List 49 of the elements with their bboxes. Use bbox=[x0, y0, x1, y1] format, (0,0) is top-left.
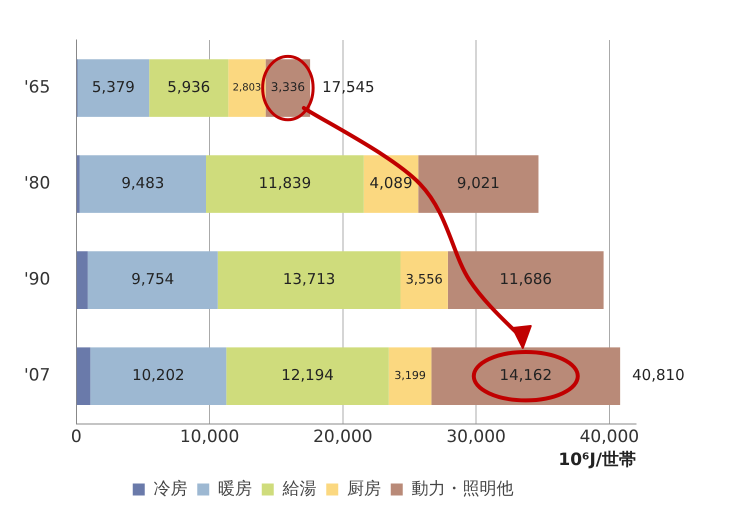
bar bbox=[149, 59, 228, 117]
data-label: 5,936 bbox=[167, 78, 210, 96]
data-label: 9,483 bbox=[121, 174, 164, 192]
data-label: 2,803 bbox=[232, 82, 262, 94]
data-label: 3,556 bbox=[406, 272, 443, 288]
total-label: 17,545 bbox=[322, 78, 375, 96]
data-label: 11,686 bbox=[499, 270, 552, 288]
data-label: 4,089 bbox=[370, 174, 412, 192]
legend-label: 動力・照明他 bbox=[411, 479, 514, 498]
bar bbox=[206, 155, 364, 213]
x-tick-label: 40,000 bbox=[580, 426, 640, 447]
data-label: 5,379 bbox=[92, 78, 135, 96]
legend-label: 給湯 bbox=[281, 479, 316, 498]
y-tick-label: '80 bbox=[24, 173, 50, 194]
data-label: 9,021 bbox=[456, 174, 500, 192]
x-tick-label: 20,000 bbox=[313, 426, 373, 447]
data-label: 11,839 bbox=[258, 174, 312, 192]
data-label: 12,194 bbox=[281, 366, 334, 384]
y-tick-label: '65 bbox=[24, 77, 50, 98]
x-tick-label: 0 bbox=[70, 426, 82, 447]
bar bbox=[88, 251, 218, 309]
legend-label: 厨房 bbox=[346, 479, 381, 498]
x-tick-label: 10,000 bbox=[180, 426, 240, 447]
data-label: 14,162 bbox=[500, 366, 552, 384]
bar bbox=[80, 155, 206, 213]
y-tick-label: '90 bbox=[24, 270, 50, 290]
y-tick-label: '07 bbox=[24, 366, 50, 386]
bar bbox=[90, 347, 226, 405]
bar bbox=[218, 251, 400, 309]
bar bbox=[226, 347, 389, 405]
legend-label: 暖房 bbox=[218, 479, 252, 498]
data-label: 10,202 bbox=[132, 366, 185, 384]
bar bbox=[228, 59, 266, 117]
x-axis-title: 10⁶J/世帯 bbox=[558, 450, 636, 470]
bar bbox=[78, 59, 150, 117]
legend-label: 冷房 bbox=[153, 479, 188, 498]
data-label: 13,713 bbox=[282, 270, 336, 288]
total-label: 40,810 bbox=[632, 366, 685, 384]
bar bbox=[400, 251, 448, 309]
data-label: 3,199 bbox=[394, 369, 426, 382]
bar bbox=[388, 347, 432, 405]
x-tick-label: 30,000 bbox=[446, 426, 506, 447]
bar bbox=[76, 347, 90, 405]
bar bbox=[418, 155, 538, 213]
bar bbox=[76, 251, 88, 309]
bar bbox=[448, 251, 604, 309]
data-label: 3,336 bbox=[270, 80, 306, 94]
bar bbox=[431, 347, 620, 405]
data-label: 9,754 bbox=[131, 270, 174, 288]
